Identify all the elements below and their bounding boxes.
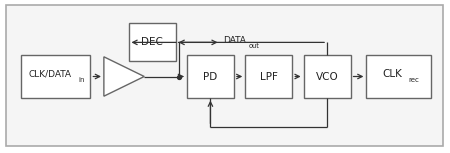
Text: LPF: LPF (260, 71, 278, 82)
Text: CLK/DATA: CLK/DATA (29, 69, 72, 78)
FancyBboxPatch shape (21, 55, 90, 98)
Text: DEC: DEC (141, 37, 163, 47)
Text: CLK: CLK (382, 69, 402, 79)
Text: DATA: DATA (223, 36, 246, 45)
Text: out: out (249, 43, 260, 49)
FancyBboxPatch shape (6, 5, 443, 146)
Text: PD: PD (203, 71, 217, 82)
FancyBboxPatch shape (366, 55, 432, 98)
FancyBboxPatch shape (187, 55, 234, 98)
Text: in: in (78, 77, 85, 83)
FancyBboxPatch shape (129, 23, 176, 61)
FancyBboxPatch shape (303, 55, 351, 98)
Text: VCO: VCO (316, 71, 338, 82)
Polygon shape (104, 57, 144, 96)
Text: rec: rec (409, 77, 419, 83)
FancyBboxPatch shape (245, 55, 292, 98)
